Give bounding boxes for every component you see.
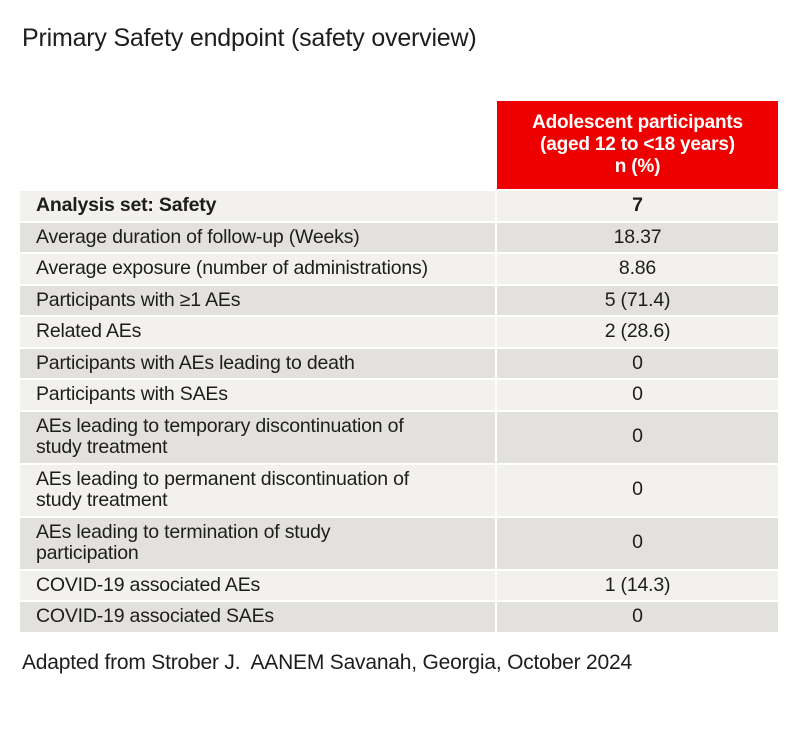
table-row: Participants with AEs leading to death 0 xyxy=(20,348,778,378)
source-note: Adapted from Strober J. AANEM Savanah, G… xyxy=(22,650,632,674)
row-label: AEs leading to permanent discontinuation… xyxy=(20,464,495,516)
row-label: Related AEs xyxy=(20,317,495,347)
row-label: Participants with ≥1 AEs xyxy=(20,285,495,315)
table-row: COVID-19 associated AEs 1 (14.3) xyxy=(20,570,778,600)
row-value: 8.86 xyxy=(497,254,778,284)
table-row: Analysis set: Safety 7 xyxy=(20,191,778,221)
row-label: Participants with SAEs xyxy=(20,380,495,410)
page-title: Primary Safety endpoint (safety overview… xyxy=(22,24,477,52)
column-header-adolescent-participants: Adolescent participants (aged 12 to <18 … xyxy=(497,101,778,189)
row-value: 1 (14.3) xyxy=(497,570,778,600)
row-value: 0 xyxy=(497,464,778,516)
table-row: Participants with ≥1 AEs 5 (71.4) xyxy=(20,285,778,315)
safety-overview-table: Adolescent participants (aged 12 to <18 … xyxy=(18,99,780,634)
table-body: Analysis set: Safety 7 Average duration … xyxy=(20,191,778,632)
row-label: AEs leading to temporary discontinuation… xyxy=(20,411,495,463)
row-value: 0 xyxy=(497,380,778,410)
table-header: Adolescent participants (aged 12 to <18 … xyxy=(20,101,778,189)
table-row: Participants with SAEs 0 xyxy=(20,380,778,410)
row-label: AEs leading to termination of study part… xyxy=(20,517,495,569)
row-value: 18.37 xyxy=(497,222,778,252)
header-spacer-cell xyxy=(20,101,495,189)
row-value: 7 xyxy=(497,191,778,221)
row-label: Average duration of follow-up (Weeks) xyxy=(20,222,495,252)
row-value: 0 xyxy=(497,602,778,632)
table-row: Related AEs 2 (28.6) xyxy=(20,317,778,347)
row-value: 2 (28.6) xyxy=(497,317,778,347)
table-row: Average duration of follow-up (Weeks) 18… xyxy=(20,222,778,252)
slide: Primary Safety endpoint (safety overview… xyxy=(0,24,800,740)
row-label: Analysis set: Safety xyxy=(20,191,495,221)
row-value: 5 (71.4) xyxy=(497,285,778,315)
table-row: AEs leading to termination of study part… xyxy=(20,517,778,569)
row-label: Average exposure (number of administrati… xyxy=(20,254,495,284)
row-label: Participants with AEs leading to death xyxy=(20,348,495,378)
header-row: Adolescent participants (aged 12 to <18 … xyxy=(20,101,778,189)
row-label: COVID-19 associated SAEs xyxy=(20,602,495,632)
row-value: 0 xyxy=(497,411,778,463)
row-value: 0 xyxy=(497,348,778,378)
row-label: COVID-19 associated AEs xyxy=(20,570,495,600)
table-row: AEs leading to temporary discontinuation… xyxy=(20,411,778,463)
table-row: Average exposure (number of administrati… xyxy=(20,254,778,284)
row-value: 0 xyxy=(497,517,778,569)
table-row: COVID-19 associated SAEs 0 xyxy=(20,602,778,632)
table-row: AEs leading to permanent discontinuation… xyxy=(20,464,778,516)
